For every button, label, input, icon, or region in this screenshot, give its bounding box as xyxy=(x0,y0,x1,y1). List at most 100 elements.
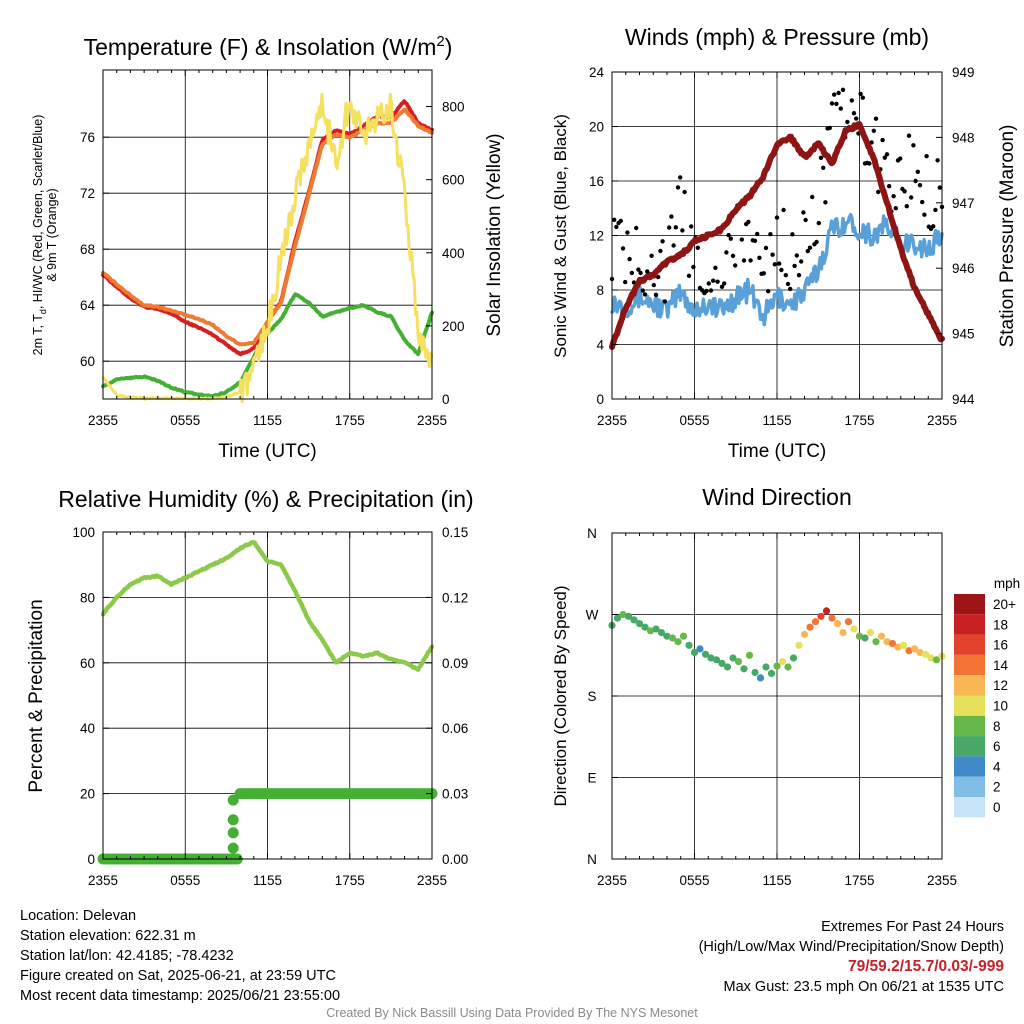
direction-point xyxy=(839,629,847,637)
x-tick-label: 1155 xyxy=(253,413,282,428)
direction-point xyxy=(795,641,803,649)
x-ticks xyxy=(102,70,433,399)
direction-point xyxy=(762,663,770,671)
direction-point xyxy=(690,648,699,657)
y-tick-label: 80 xyxy=(80,590,95,605)
x-axis-label: Time (UTC) xyxy=(218,441,317,462)
colorbar-swatch xyxy=(954,695,985,716)
direction-point xyxy=(718,659,726,668)
precip-point xyxy=(227,827,239,839)
gust-point xyxy=(662,299,667,304)
direction-point xyxy=(756,674,765,682)
gust-point xyxy=(891,194,896,199)
x-axis-label: Time (UTC) xyxy=(728,441,827,462)
gust-point xyxy=(814,239,819,245)
y-tick-label: 8 xyxy=(596,283,604,298)
y-tick-label: 68 xyxy=(80,242,95,257)
colorbar-swatch xyxy=(954,634,985,655)
direction-points xyxy=(608,607,946,682)
extremes-values: 79/59.2/15.7/0.03/-999 xyxy=(848,958,1004,975)
gust-point xyxy=(768,232,773,237)
chart-title: Wind Direction xyxy=(702,484,852,510)
y-tick-label: W xyxy=(586,608,599,623)
y-tick-label: 0 xyxy=(596,392,604,407)
gust-point xyxy=(713,265,718,270)
gust-point xyxy=(898,156,903,161)
x-tick-label: 0555 xyxy=(170,873,200,888)
gust-point xyxy=(906,133,912,138)
direction-point xyxy=(855,632,864,640)
y-tick-label: 76 xyxy=(80,130,95,145)
y-axis-label: Sonic Wind & Gust (Blue, Black) xyxy=(551,114,570,358)
direction-point xyxy=(707,654,715,662)
y2-axis-label: Solar Insolation (Yellow) xyxy=(484,133,505,336)
colorbar-swatch xyxy=(954,756,985,777)
gust-point xyxy=(807,245,813,250)
direction-point xyxy=(740,665,748,673)
colorbar-swatch xyxy=(954,675,985,696)
gust-point xyxy=(935,158,940,163)
gust-point xyxy=(873,116,879,121)
gust-point xyxy=(880,137,885,143)
y2-axis-label-text: Station Pressure (Maroon) xyxy=(997,125,1018,348)
gust-point xyxy=(818,155,824,160)
gust-point xyxy=(851,111,857,116)
gust-point xyxy=(638,270,643,276)
gust-point xyxy=(827,125,832,131)
x-tick-label: 0555 xyxy=(679,413,709,428)
gust-point xyxy=(719,284,725,289)
colorbar-label: 16 xyxy=(993,638,1008,653)
gust-points xyxy=(609,87,945,304)
y2-tick-label: 0.00 xyxy=(442,852,468,867)
gust-point xyxy=(704,288,709,294)
y2-tick-label: 947 xyxy=(952,196,975,211)
chart-panel-2: 2355 0555 1155 1755 2355 0 4 8 12 16 20 24 944 945 946… xyxy=(551,24,1018,462)
gust-point xyxy=(671,243,676,248)
chart-title: Relative Humidity (%) & Precipitation (i… xyxy=(58,486,473,512)
direction-point xyxy=(817,612,825,620)
direction-point xyxy=(789,654,798,662)
y2-axis-label: Station Pressure (Maroon) xyxy=(997,125,1018,348)
x-ticks xyxy=(102,532,433,859)
gust-point xyxy=(902,189,907,194)
gust-point xyxy=(763,245,769,251)
y2-tick-label: 400 xyxy=(442,246,465,261)
direction-point xyxy=(630,616,638,624)
gust-point xyxy=(937,185,942,190)
gust-point xyxy=(840,87,846,93)
y-tick-label: 20 xyxy=(589,120,604,135)
direction-point xyxy=(773,662,781,670)
colorbar-label: 18 xyxy=(993,617,1008,632)
direction-point xyxy=(921,650,930,658)
colorbar-swatch xyxy=(954,594,985,615)
y2-tick-label: 945 xyxy=(952,327,975,342)
colorbar-label: 0 xyxy=(993,800,1001,815)
y2-axis-label-text: Solar Insolation (Yellow) xyxy=(484,133,505,336)
gust-point xyxy=(858,91,863,97)
precip-point xyxy=(227,794,239,806)
gust-point xyxy=(821,165,826,170)
gust-point xyxy=(708,288,714,293)
gust-point xyxy=(761,271,766,276)
gust-point xyxy=(854,116,859,121)
x-ticks xyxy=(611,72,943,399)
colorbar-swatch xyxy=(954,776,985,797)
direction-point xyxy=(613,614,622,622)
x-tick-label: 1755 xyxy=(335,413,365,428)
y2-tick-label: 944 xyxy=(952,392,975,407)
gust-point xyxy=(625,230,630,235)
y2-tick-label: 0.12 xyxy=(442,590,468,605)
gust-point xyxy=(810,194,815,200)
location-text: Location: Delevan xyxy=(20,908,137,924)
direction-point xyxy=(745,651,754,659)
x-tick-label: 1755 xyxy=(335,873,365,888)
gust-point xyxy=(884,152,890,157)
gust-point xyxy=(620,246,626,251)
gust-point xyxy=(816,220,821,226)
series-line-relative-humidity xyxy=(100,539,435,672)
colorbar-label: 6 xyxy=(993,739,1001,754)
gust-point xyxy=(669,214,674,219)
x-tick-label: 1155 xyxy=(253,873,282,888)
colorbar-swatch xyxy=(954,797,985,818)
